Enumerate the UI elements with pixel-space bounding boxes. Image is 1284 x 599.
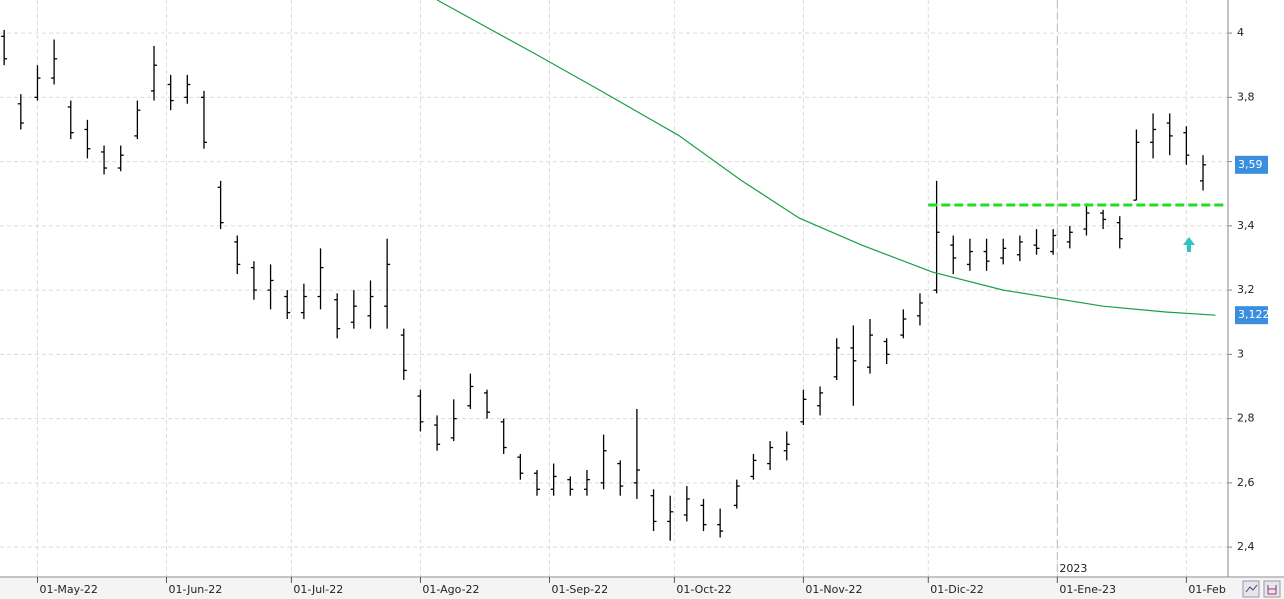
price-tag (1235, 155, 1268, 174)
plot (1, 0, 1224, 541)
x-tick-label: 01-Ene-23 (1059, 583, 1116, 596)
home-icon (1267, 585, 1277, 595)
zoom-button[interactable] (1242, 580, 1260, 598)
grid (0, 0, 1228, 577)
year-label: 2023 (1059, 562, 1087, 575)
x-tick-label: 01-Jul-22 (293, 583, 343, 596)
x-tick-label: 01-Ago-22 (422, 583, 479, 596)
y-tick-label: 2,4 (1237, 540, 1255, 553)
corner-buttons[interactable] (1242, 580, 1281, 598)
x-tick-label: 01-Jun-22 (169, 583, 223, 596)
y-tick-label: 2,8 (1237, 412, 1255, 425)
price-tag (1235, 306, 1268, 325)
x-tick-label: 01-Sep-22 (551, 583, 608, 596)
y-tick-label: 3,8 (1237, 90, 1255, 103)
moving-average (436, 0, 1216, 316)
x-tick-label: 01-Dic-22 (930, 583, 984, 596)
y-tick-label: 3,2 (1237, 283, 1255, 296)
x-tick-label: 01-May-22 (39, 583, 97, 596)
x-axis-band (0, 578, 1284, 599)
price-tag-label: 3,122 (1238, 308, 1270, 321)
price-tag-label: 3,59 (1238, 158, 1263, 171)
x-tick-label: 01-Oct-22 (676, 583, 731, 596)
x-tick-label: 01-Feb (1188, 583, 1225, 596)
x-tick-label: 01-Nov-22 (805, 583, 862, 596)
y-tick-label: 2,6 (1237, 476, 1255, 489)
y-tick-label: 3,4 (1237, 219, 1255, 232)
signal-arrow (1183, 237, 1195, 252)
y-tick-label: 3 (1237, 347, 1244, 360)
zoom-icon (1245, 584, 1258, 593)
y-tick-label: 4 (1237, 26, 1244, 39)
